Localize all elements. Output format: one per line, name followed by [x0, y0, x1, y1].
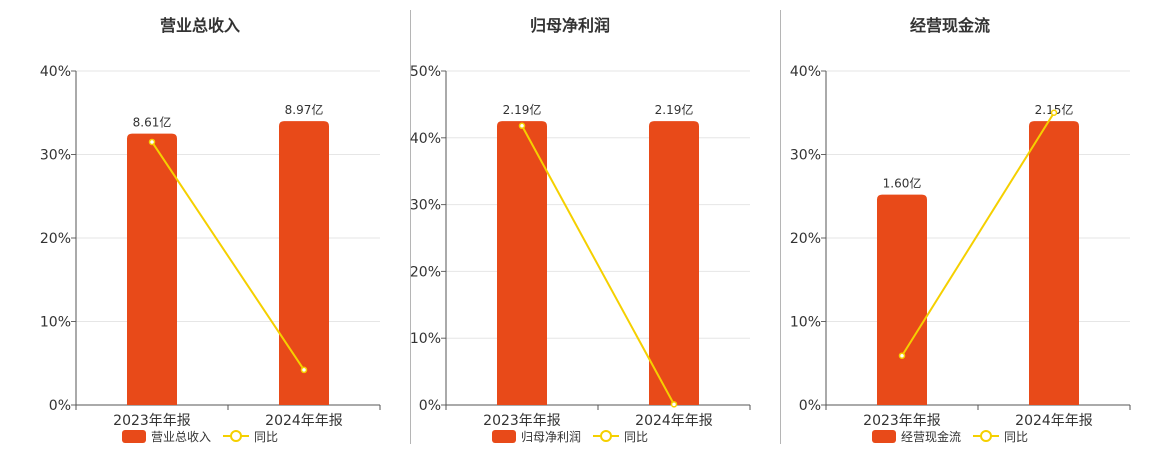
chart-legend: 营业总收入 同比	[0, 427, 400, 445]
bar	[1029, 121, 1079, 405]
legend-line-label: 同比	[624, 429, 649, 444]
legend-item-bar[interactable]: 营业总收入	[121, 428, 211, 445]
legend-item-line[interactable]: 同比	[593, 428, 648, 445]
x-tick-label: 2023年年报	[113, 413, 191, 429]
chart-title: 归母净利润	[529, 16, 610, 35]
yoy-point	[148, 138, 156, 146]
y-tick-label: 40%	[40, 64, 71, 80]
legend-item-bar[interactable]: 归母净利润	[491, 428, 581, 445]
chart-legend: 经营现金流 同比	[750, 427, 1150, 445]
bar	[127, 133, 177, 405]
y-tick-label: 40%	[410, 131, 441, 147]
y-tick-label: 40%	[790, 64, 821, 80]
panel-divider	[780, 10, 781, 444]
revenue-chart-panel: 营业总收入 0% 10% 20% 30% 40% 2023年年报 2024年年报 8.61亿 8…	[0, 0, 400, 450]
yoy-point	[518, 122, 526, 130]
bar	[649, 121, 699, 405]
y-tick-label: 20%	[410, 264, 441, 280]
x-tick-label: 2023年年报	[863, 413, 941, 429]
y-tick-label: 50%	[410, 64, 441, 80]
legend-item-line[interactable]: 同比	[973, 428, 1028, 445]
legend-line-circle-icon	[593, 429, 619, 443]
yoy-line	[901, 112, 1055, 357]
yoy-point	[1050, 109, 1058, 116]
legend-bar-label: 营业总收入	[150, 429, 211, 444]
legend-bar-label: 归母净利润	[520, 429, 581, 444]
legend-item-line[interactable]: 同比	[223, 428, 278, 445]
y-tick-label: 20%	[790, 231, 821, 247]
x-tick-label: 2023年年报	[483, 413, 561, 429]
y-tick-label: 10%	[40, 315, 71, 331]
y-tick-label: 20%	[40, 231, 71, 247]
y-tick-label: 10%	[410, 331, 441, 347]
y-tick-label: 30%	[410, 198, 441, 214]
chart-title: 营业总收入	[159, 16, 240, 35]
bar-data-label: 8.61亿	[133, 115, 172, 130]
y-tick-label: 0%	[49, 398, 71, 414]
legend-bar-swatch	[491, 429, 516, 443]
net-profit-chart-panel: 归母净利润 0% 10% 20% 30% 40% 50% 2023年年报 2024年年报 2.1…	[370, 0, 770, 450]
net-profit-chart: 0% 10% 20% 30% 40% 50% 2023年年报 2024年年报 2.19亿 2.19…	[410, 64, 751, 429]
yoy-line	[521, 125, 675, 405]
yoy-point	[300, 366, 308, 374]
bar-data-label: 1.60亿	[883, 176, 922, 191]
legend-bar-label: 经营现金流	[900, 429, 961, 444]
bar	[877, 194, 927, 405]
panel-divider	[410, 10, 411, 444]
y-tick-label: 30%	[790, 148, 821, 164]
yoy-point	[898, 352, 906, 359]
yoy-point	[670, 401, 678, 408]
bar	[497, 121, 547, 405]
chart-title: 经营现金流	[909, 16, 990, 35]
bar-data-label: 2.19亿	[503, 102, 542, 117]
y-tick-label: 30%	[40, 148, 71, 164]
legend-bar-swatch	[871, 429, 896, 443]
x-tick-label: 2024年年报	[265, 413, 343, 429]
cash-flow-chart-panel: 经营现金流 0%10%20%30%40%2023年年报2024年年报1.60亿2…	[750, 0, 1150, 450]
legend-line-circle-icon	[973, 429, 999, 443]
bar-data-label: 2.19亿	[655, 102, 694, 117]
legend-bar-swatch	[121, 429, 146, 443]
y-tick-label: 10%	[790, 315, 821, 331]
revenue-chart: 0% 10% 20% 30% 40% 2023年年报 2024年年报 8.61亿 8.97亿	[40, 64, 381, 429]
legend-line-label: 同比	[1004, 429, 1029, 444]
bar-data-label: 8.97亿	[285, 102, 324, 117]
y-tick-label: 0%	[419, 398, 441, 414]
legend-line-label: 同比	[254, 429, 279, 444]
yoy-line	[151, 141, 305, 371]
bar	[279, 121, 329, 405]
legend-item-bar[interactable]: 经营现金流	[871, 428, 961, 445]
chart-legend: 归母净利润 同比	[370, 427, 770, 445]
legend-line-circle-icon	[223, 429, 249, 443]
y-tick-label: 0%	[799, 398, 821, 414]
x-tick-label: 2024年年报	[1015, 413, 1093, 429]
x-tick-label: 2024年年报	[635, 413, 713, 429]
